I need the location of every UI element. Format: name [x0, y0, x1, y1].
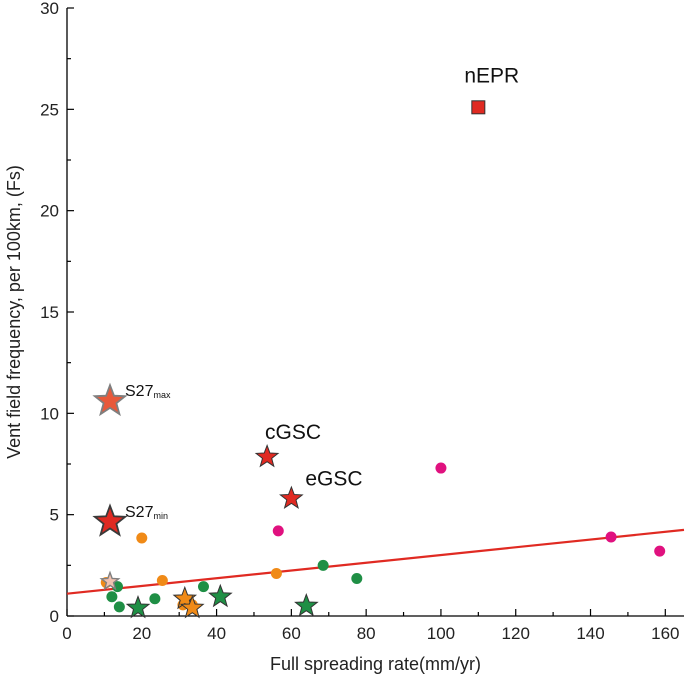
data-point-circle — [197, 581, 209, 593]
data-point-star — [279, 485, 304, 509]
x-tick-label: 0 — [62, 624, 71, 643]
annotation-subscript: max — [153, 390, 171, 400]
y-tick-label: 5 — [50, 506, 59, 525]
x-axis-title: Full spreading rate(mm/yr) — [270, 654, 481, 674]
x-tick-label: 20 — [132, 624, 151, 643]
highlight-star — [99, 570, 121, 591]
data-point-circle — [317, 559, 329, 571]
highlight-star — [92, 382, 128, 417]
y-axis-title: Vent field frequency, per 100km, (Fs) — [4, 165, 24, 459]
highlight-star — [92, 503, 128, 537]
annotation-text: S27 — [125, 383, 154, 400]
y-tick-label: 20 — [40, 202, 59, 221]
axes: 0 20 40 60 80 100 120 140 160 0 5 10 15 20 25 30 — [40, 0, 684, 643]
data-point-circle — [351, 573, 363, 585]
data-point-circle — [435, 462, 447, 474]
x-tick-label: 40 — [207, 624, 226, 643]
data-point-star — [254, 443, 280, 468]
annotation-subscript: min — [153, 511, 168, 521]
annotation-label: eGSC — [305, 467, 362, 490]
trend-line — [66, 528, 685, 595]
data-point-square — [471, 100, 486, 115]
annotation-text: S27 — [125, 504, 154, 521]
annotation-label: nEPR — [464, 64, 519, 87]
data-point-circle — [136, 532, 148, 544]
y-tick-label: 15 — [40, 303, 59, 322]
data-point-circle — [156, 575, 168, 587]
data-point-circle — [654, 545, 666, 557]
annotation-label: S27max — [125, 383, 171, 400]
data-point-star — [294, 592, 319, 617]
trendline-layer — [66, 528, 685, 595]
data-point-circle — [113, 601, 125, 613]
y-tick-label: 0 — [50, 607, 59, 626]
annotation-label: cGSC — [265, 421, 321, 444]
annotation-label: S27min — [125, 504, 168, 521]
x-tick-label: 60 — [282, 624, 301, 643]
data-point-star — [208, 583, 233, 608]
data-point-star — [172, 585, 198, 610]
x-tick-label: 80 — [357, 624, 376, 643]
y-tick-label: 25 — [40, 100, 59, 119]
data-point-circle — [106, 591, 118, 603]
data-point-circle — [272, 525, 284, 537]
data-point-circle — [605, 531, 617, 543]
x-tick-label: 100 — [427, 624, 455, 643]
data-points — [92, 100, 666, 619]
x-tick-label: 120 — [502, 624, 530, 643]
data-point-star — [179, 594, 205, 619]
y-tick-label: 30 — [40, 0, 59, 18]
y-tick-label: 10 — [40, 404, 59, 423]
data-point-circle — [111, 581, 123, 593]
data-point-star — [125, 594, 151, 619]
data-point-circle — [270, 567, 282, 579]
x-tick-label: 140 — [576, 624, 604, 643]
data-point-circle — [149, 593, 161, 605]
x-tick-label: 160 — [651, 624, 679, 643]
